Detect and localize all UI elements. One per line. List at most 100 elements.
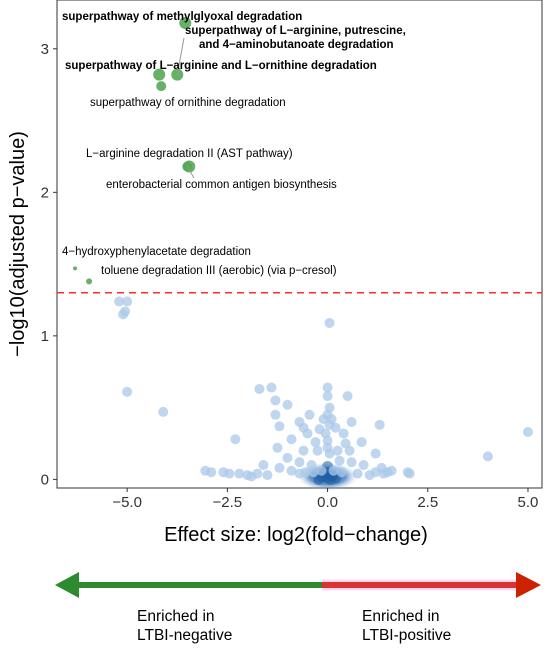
data-point bbox=[322, 391, 333, 402]
annotation-connector bbox=[176, 37, 185, 75]
data-point bbox=[302, 428, 313, 439]
data-point bbox=[346, 416, 357, 427]
annotation-labels: superpathway of methylglyoxal degradatio… bbox=[62, 11, 406, 277]
annotation-label: toluene degradation III (aerobic) (via p… bbox=[101, 265, 337, 277]
x-axis-title: Effect size: log2(fold−change) bbox=[164, 524, 428, 546]
annotation-label: enterobacterial common antigen biosynthe… bbox=[106, 179, 337, 191]
data-point bbox=[122, 296, 133, 307]
data-point bbox=[522, 427, 533, 438]
points-layer bbox=[73, 16, 533, 491]
data-point bbox=[270, 395, 281, 406]
data-point bbox=[370, 467, 381, 478]
data-point bbox=[258, 460, 269, 471]
data-point bbox=[342, 391, 353, 402]
data-point bbox=[270, 409, 281, 420]
data-point bbox=[404, 468, 415, 479]
data-point bbox=[324, 448, 335, 459]
data-point bbox=[242, 470, 253, 481]
y-tick-label: 2 bbox=[41, 184, 49, 201]
y-tick-label: 1 bbox=[41, 328, 49, 345]
significant-point bbox=[153, 68, 166, 81]
enrichment-arrow bbox=[55, 572, 541, 598]
data-point bbox=[382, 467, 393, 478]
enriched-negative-label: Enriched in LTBI-negative bbox=[137, 607, 232, 645]
data-point bbox=[308, 467, 319, 478]
data-point bbox=[286, 465, 297, 476]
data-point bbox=[304, 409, 315, 420]
annotation-connector bbox=[186, 166, 195, 179]
data-point bbox=[294, 457, 305, 468]
x-tick-label: 0.0 bbox=[317, 494, 338, 511]
data-point bbox=[282, 399, 293, 410]
data-point bbox=[336, 467, 347, 478]
data-point bbox=[272, 442, 283, 453]
data-point bbox=[346, 457, 357, 468]
data-point bbox=[324, 317, 335, 328]
data-point bbox=[352, 468, 363, 479]
data-point bbox=[298, 445, 309, 456]
arrow-right-head bbox=[516, 572, 541, 598]
annotation-label: superpathway of ornithine degradation bbox=[90, 97, 286, 109]
x-tick-label: 2.5 bbox=[417, 494, 438, 511]
annotation-label: superpathway of L−arginine, putrescine, bbox=[185, 25, 406, 37]
data-point bbox=[234, 468, 245, 479]
y-tick-label: 3 bbox=[41, 41, 49, 58]
data-point bbox=[332, 445, 343, 456]
data-point bbox=[300, 467, 311, 478]
enriched-negative-line1: Enriched in bbox=[137, 608, 215, 625]
data-point bbox=[310, 437, 321, 448]
data-point bbox=[322, 382, 333, 393]
data-point bbox=[328, 465, 339, 476]
enriched-positive-line1: Enriched in bbox=[362, 608, 440, 625]
data-point bbox=[338, 428, 349, 439]
data-point bbox=[282, 452, 293, 463]
y-axis-title: −log10(adjusted p−value) bbox=[7, 131, 29, 357]
data-point bbox=[286, 434, 297, 445]
data-point bbox=[313, 473, 325, 485]
data-point bbox=[322, 409, 333, 420]
enriched-positive-line2: LTBI-positive bbox=[362, 627, 452, 644]
data-point bbox=[312, 445, 323, 456]
data-point bbox=[114, 296, 125, 307]
data-point bbox=[358, 460, 369, 471]
plot-panel bbox=[56, 0, 543, 489]
significant-point bbox=[179, 16, 192, 29]
data-point bbox=[340, 438, 351, 449]
x-axis-ticks: −5.0 −2.5 0.0 2.5 5.0 bbox=[112, 488, 538, 511]
y-axis-ticks: 0 1 2 3 bbox=[41, 41, 57, 488]
data-point bbox=[274, 421, 285, 432]
data-point bbox=[274, 462, 285, 473]
data-point bbox=[206, 467, 217, 478]
data-point bbox=[370, 448, 381, 459]
x-tick-label: 5.0 bbox=[518, 494, 539, 511]
data-point bbox=[322, 435, 333, 446]
significant-point bbox=[73, 266, 78, 271]
data-point bbox=[324, 419, 335, 430]
y-tick-label: 0 bbox=[41, 471, 49, 488]
annotation-label: L−arginine degradation II (AST pathway) bbox=[86, 148, 293, 160]
data-point bbox=[262, 470, 273, 481]
annotation-label: superpathway of L−arginine and L−ornithi… bbox=[65, 60, 377, 72]
annotation-connectors bbox=[176, 37, 195, 179]
x-tick-label: −2.5 bbox=[213, 494, 243, 511]
arrow-left-head bbox=[55, 572, 79, 598]
annotation-label: superpathway of methylglyoxal degradatio… bbox=[62, 11, 302, 23]
enriched-positive-label: Enriched in LTBI-positive bbox=[362, 607, 451, 645]
data-point bbox=[224, 468, 235, 479]
significant-point bbox=[156, 81, 167, 92]
data-point bbox=[316, 465, 327, 476]
data-point bbox=[374, 419, 385, 430]
significant-point bbox=[86, 278, 93, 285]
x-tick-label: −5.0 bbox=[112, 494, 142, 511]
data-point bbox=[122, 386, 133, 397]
data-point bbox=[118, 309, 129, 320]
data-point bbox=[334, 455, 345, 466]
data-point bbox=[266, 382, 277, 393]
enriched-negative-line2: LTBI-negative bbox=[137, 627, 233, 644]
data-point bbox=[254, 383, 265, 394]
data-point bbox=[158, 406, 169, 417]
annotation-label: 4−hydroxyphenylacetate degradation bbox=[62, 246, 251, 258]
annotation-label: and 4−aminobutanoate degradation bbox=[199, 39, 394, 51]
data-point bbox=[356, 437, 367, 448]
